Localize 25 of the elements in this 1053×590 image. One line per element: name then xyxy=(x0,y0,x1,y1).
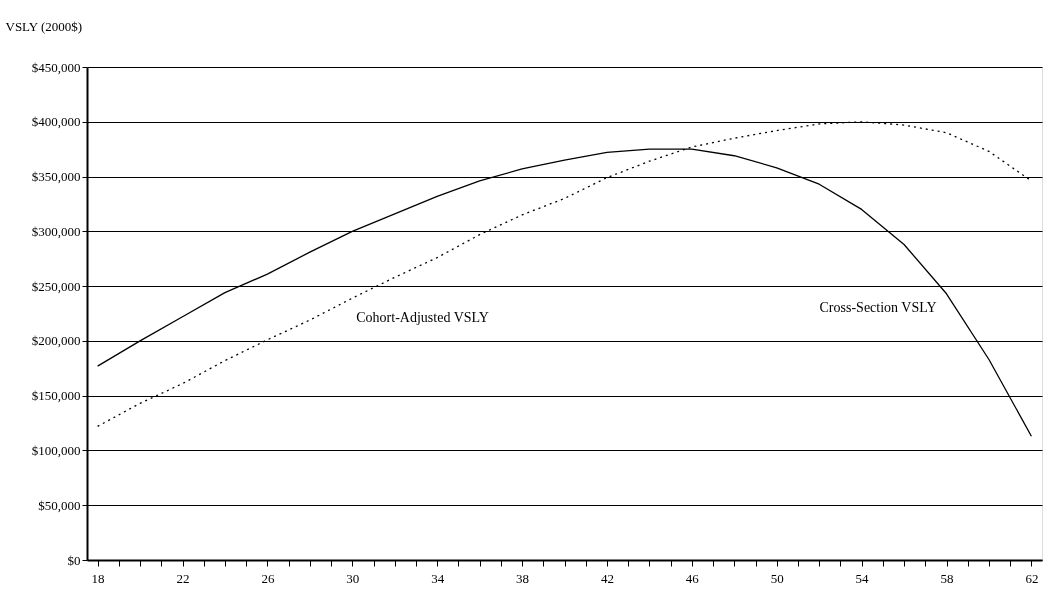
y-tick-label: $250,000 xyxy=(31,278,81,294)
series-label: Cohort-Adjusted VSLY xyxy=(356,310,489,326)
x-tick-label: 34 xyxy=(431,570,445,586)
x-tick-label: 22 xyxy=(176,570,190,586)
x-tick-label: 26 xyxy=(261,570,275,586)
x-tick-label: 58 xyxy=(940,570,954,586)
series-label: Cross-Section VSLY xyxy=(819,299,937,315)
y-tick-label: $300,000 xyxy=(31,223,81,239)
x-tick-label: 42 xyxy=(600,570,614,586)
y-tick-label: $350,000 xyxy=(31,169,81,185)
x-tick-label: 62 xyxy=(1025,570,1039,586)
y-tick-label: $200,000 xyxy=(31,333,81,349)
x-tick-label: 54 xyxy=(855,570,870,586)
y-tick-label: $100,000 xyxy=(31,442,81,458)
y-axis-title: VSLY (2000$) xyxy=(5,18,83,34)
x-tick-label: 38 xyxy=(516,570,530,586)
x-tick-label: 46 xyxy=(685,570,700,586)
y-tick-label: $0 xyxy=(67,552,81,568)
x-tick-label: 30 xyxy=(346,570,360,586)
y-tick-label: $450,000 xyxy=(31,59,81,75)
y-tick-label: $400,000 xyxy=(31,114,81,130)
y-tick-label: $50,000 xyxy=(38,497,81,513)
x-tick-label: 50 xyxy=(770,570,784,586)
x-tick-label: 18 xyxy=(91,570,105,586)
y-tick-label: $150,000 xyxy=(31,388,81,404)
